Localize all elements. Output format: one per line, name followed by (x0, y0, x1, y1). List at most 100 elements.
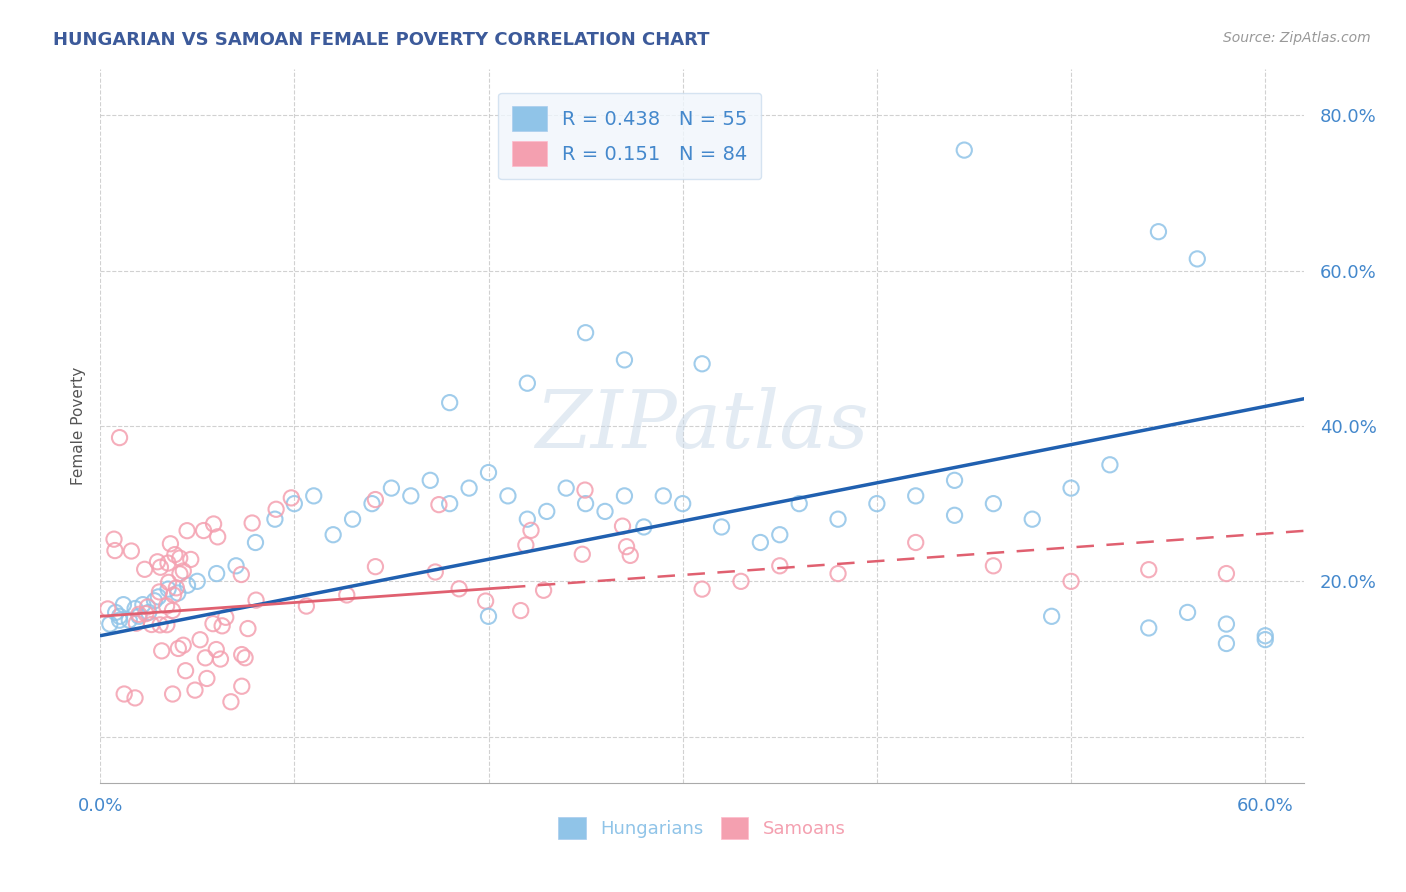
Point (283, 497, 305, 511)
Point (336, 588, 359, 602)
Point (1215, 566, 1237, 581)
Point (399, 489, 422, 503)
Point (143, 594, 166, 608)
Point (165, 581, 187, 595)
Point (193, 524, 215, 538)
Point (211, 619, 233, 633)
Point (1137, 563, 1160, 577)
Point (134, 562, 156, 576)
Point (983, 558, 1005, 573)
Point (240, 516, 263, 530)
Point (176, 524, 198, 538)
Point (162, 687, 184, 701)
Point (477, 609, 499, 624)
Point (1254, 629, 1277, 643)
Point (112, 687, 135, 701)
Point (619, 549, 641, 563)
Point (787, 497, 810, 511)
Point (236, 622, 259, 636)
Point (1187, 252, 1209, 266)
Point (516, 512, 538, 526)
Point (690, 582, 713, 596)
Point (827, 512, 849, 526)
Point (516, 376, 538, 391)
Point (166, 586, 188, 600)
Point (157, 575, 180, 590)
Point (769, 558, 792, 573)
Point (245, 593, 267, 607)
Point (219, 695, 242, 709)
Point (496, 489, 519, 503)
Point (904, 489, 927, 503)
Point (425, 565, 447, 579)
Point (215, 610, 238, 624)
Point (264, 512, 287, 526)
Point (148, 590, 170, 604)
Point (108, 609, 131, 624)
Point (112, 598, 135, 612)
Point (157, 582, 180, 596)
Point (97, 602, 120, 616)
Point (1147, 225, 1170, 239)
Point (380, 481, 402, 495)
Point (672, 497, 695, 511)
Point (571, 547, 593, 561)
Point (155, 599, 177, 613)
Point (194, 650, 217, 665)
Point (264, 502, 287, 516)
Point (866, 497, 889, 511)
Point (280, 491, 302, 505)
Point (103, 532, 125, 546)
Point (225, 558, 247, 573)
Point (458, 481, 481, 495)
Point (172, 638, 194, 652)
Point (1060, 574, 1083, 589)
Point (1254, 632, 1277, 647)
Point (108, 431, 131, 445)
Point (1040, 609, 1063, 624)
Point (983, 497, 1005, 511)
Point (205, 642, 228, 657)
Point (207, 530, 229, 544)
Point (302, 489, 325, 503)
Point (690, 357, 713, 371)
Point (245, 535, 267, 549)
Point (439, 497, 461, 511)
Point (201, 616, 224, 631)
Point (827, 566, 849, 581)
Point (536, 504, 558, 518)
Point (128, 607, 150, 622)
Point (118, 613, 141, 627)
Point (104, 543, 127, 558)
Legend: Hungarians, Samoans: Hungarians, Samoans (551, 809, 853, 846)
Point (1215, 636, 1237, 650)
Text: ZIPatlas: ZIPatlas (536, 387, 869, 465)
Point (509, 604, 531, 618)
Point (104, 606, 127, 620)
Point (574, 483, 596, 497)
Point (769, 527, 792, 541)
Point (180, 552, 202, 566)
Point (322, 527, 344, 541)
Point (1021, 512, 1043, 526)
Point (149, 618, 172, 632)
Point (176, 578, 198, 592)
Point (169, 566, 191, 581)
Point (633, 520, 655, 534)
Point (202, 516, 225, 531)
Point (616, 540, 638, 554)
Point (612, 519, 634, 533)
Point (138, 606, 160, 620)
Point (1215, 617, 1237, 632)
Point (136, 599, 159, 614)
Point (172, 564, 194, 578)
Point (98, 617, 121, 632)
Point (710, 520, 733, 534)
Point (1060, 481, 1083, 495)
Point (1098, 458, 1121, 472)
Point (749, 535, 772, 549)
Point (125, 616, 148, 631)
Point (364, 559, 387, 574)
Point (156, 556, 179, 570)
Point (205, 566, 228, 581)
